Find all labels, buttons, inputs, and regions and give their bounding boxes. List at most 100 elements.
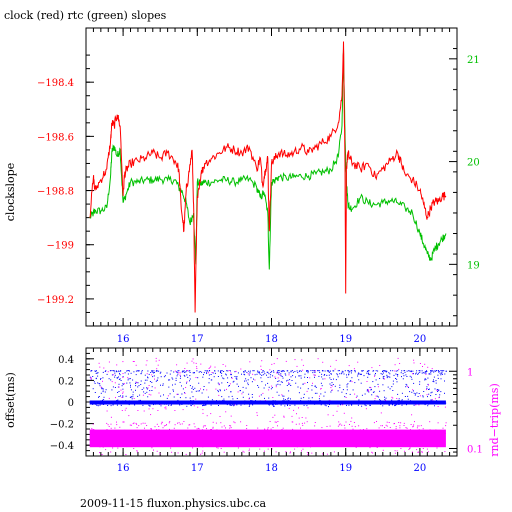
offset-point: [102, 403, 104, 404]
rndtrip-point: [169, 443, 171, 445]
offset-point: [417, 373, 419, 375]
rndtrip-point: [111, 432, 113, 433]
rndtrip-point: [322, 453, 324, 455]
offset-point: [119, 378, 121, 380]
rndtrip-point: [211, 435, 213, 437]
offset-point: [109, 370, 111, 372]
offset-point: [423, 401, 425, 403]
offset-point: [354, 371, 356, 373]
rndtrip-point: [189, 424, 191, 426]
offset-point: [177, 401, 179, 402]
offset-point: [209, 370, 211, 372]
rndtrip-point: [193, 439, 195, 440]
offset-point: [389, 373, 391, 375]
offset-point: [337, 370, 339, 372]
rndtrip-point: [208, 438, 210, 440]
rndtrip-point: [134, 433, 135, 435]
rndtrip-point: [202, 409, 204, 411]
rndtrip-point: [324, 432, 326, 434]
rndtrip-point: [247, 373, 249, 375]
offset-point: [112, 370, 114, 372]
top-x-tick-label: 18: [265, 334, 278, 345]
rndtrip-point: [412, 426, 414, 428]
offset-point: [404, 371, 406, 373]
rndtrip-point: [427, 451, 429, 453]
offset-point: [364, 404, 366, 406]
top-panel: clockslope −198.4−198.6−198.8−199−199.21…: [4, 27, 480, 345]
offset-point: [403, 375, 405, 377]
rndtrip-point: [369, 447, 371, 449]
rndtrip-point: [322, 361, 324, 363]
offset-point: [132, 396, 134, 398]
rndtrip-point: [301, 359, 303, 361]
offset-point: [136, 401, 137, 403]
offset-point: [284, 400, 286, 402]
offset-point: [295, 382, 297, 384]
offset-point: [185, 397, 187, 399]
offset-point: [404, 403, 406, 405]
offset-point: [410, 403, 412, 405]
offset-point: [148, 404, 150, 406]
offset-point: [362, 370, 363, 372]
offset-point: [382, 371, 383, 372]
rndtrip-point: [120, 439, 122, 441]
offset-point: [175, 379, 177, 381]
offset-point: [345, 401, 346, 403]
offset-point: [310, 370, 312, 372]
offset-point: [397, 375, 399, 377]
rndtrip-point: [407, 386, 409, 388]
rndtrip-point: [126, 446, 128, 448]
rndtrip-point: [243, 451, 245, 453]
offset-point: [92, 403, 94, 405]
rndtrip-point: [121, 397, 123, 398]
offset-point: [186, 370, 188, 372]
offset-point: [244, 380, 245, 382]
series-line-clock: [89, 41, 447, 313]
rndtrip-point: [158, 392, 160, 394]
rndtrip-point: [429, 435, 431, 437]
offset-point: [388, 404, 390, 406]
rndtrip-point: [243, 434, 245, 436]
rndtrip-point: [173, 427, 175, 429]
rndtrip-point: [133, 445, 134, 447]
offset-point: [374, 386, 376, 388]
offset-point: [307, 400, 309, 402]
rndtrip-point: [404, 450, 406, 452]
offset-point: [179, 404, 181, 406]
offset-point: [439, 394, 441, 396]
rndtrip-point: [344, 436, 346, 438]
offset-point: [402, 401, 404, 403]
offset-point: [249, 370, 251, 372]
offset-point: [128, 370, 130, 372]
offset-point: [392, 380, 394, 382]
offset-point: [183, 374, 185, 376]
rndtrip-point: [206, 389, 208, 391]
rndtrip-point: [158, 426, 160, 427]
rndtrip-point: [184, 368, 186, 369]
offset-point: [229, 385, 230, 386]
rndtrip-point: [196, 428, 198, 430]
offset-point: [281, 381, 283, 383]
offset-point: [346, 376, 348, 378]
rndtrip-point: [178, 432, 180, 434]
offset-point: [186, 382, 187, 384]
rndtrip-point: [154, 435, 156, 437]
offset-point: [170, 370, 172, 372]
offset-point: [100, 378, 102, 379]
rndtrip-point: [146, 373, 148, 375]
offset-point: [168, 386, 170, 388]
offset-point: [273, 371, 275, 373]
rndtrip-point: [92, 429, 94, 430]
offset-point: [146, 387, 148, 389]
offset-point: [413, 382, 415, 384]
offset-point: [366, 390, 368, 392]
offset-point: [249, 397, 250, 399]
offset-point: [175, 377, 177, 379]
rndtrip-point: [337, 425, 339, 427]
offset-point: [369, 386, 371, 388]
rndtrip-point: [167, 395, 169, 397]
rndtrip-point: [260, 365, 262, 367]
offset-point: [274, 400, 276, 402]
offset-point: [195, 390, 197, 392]
offset-point: [121, 385, 123, 387]
